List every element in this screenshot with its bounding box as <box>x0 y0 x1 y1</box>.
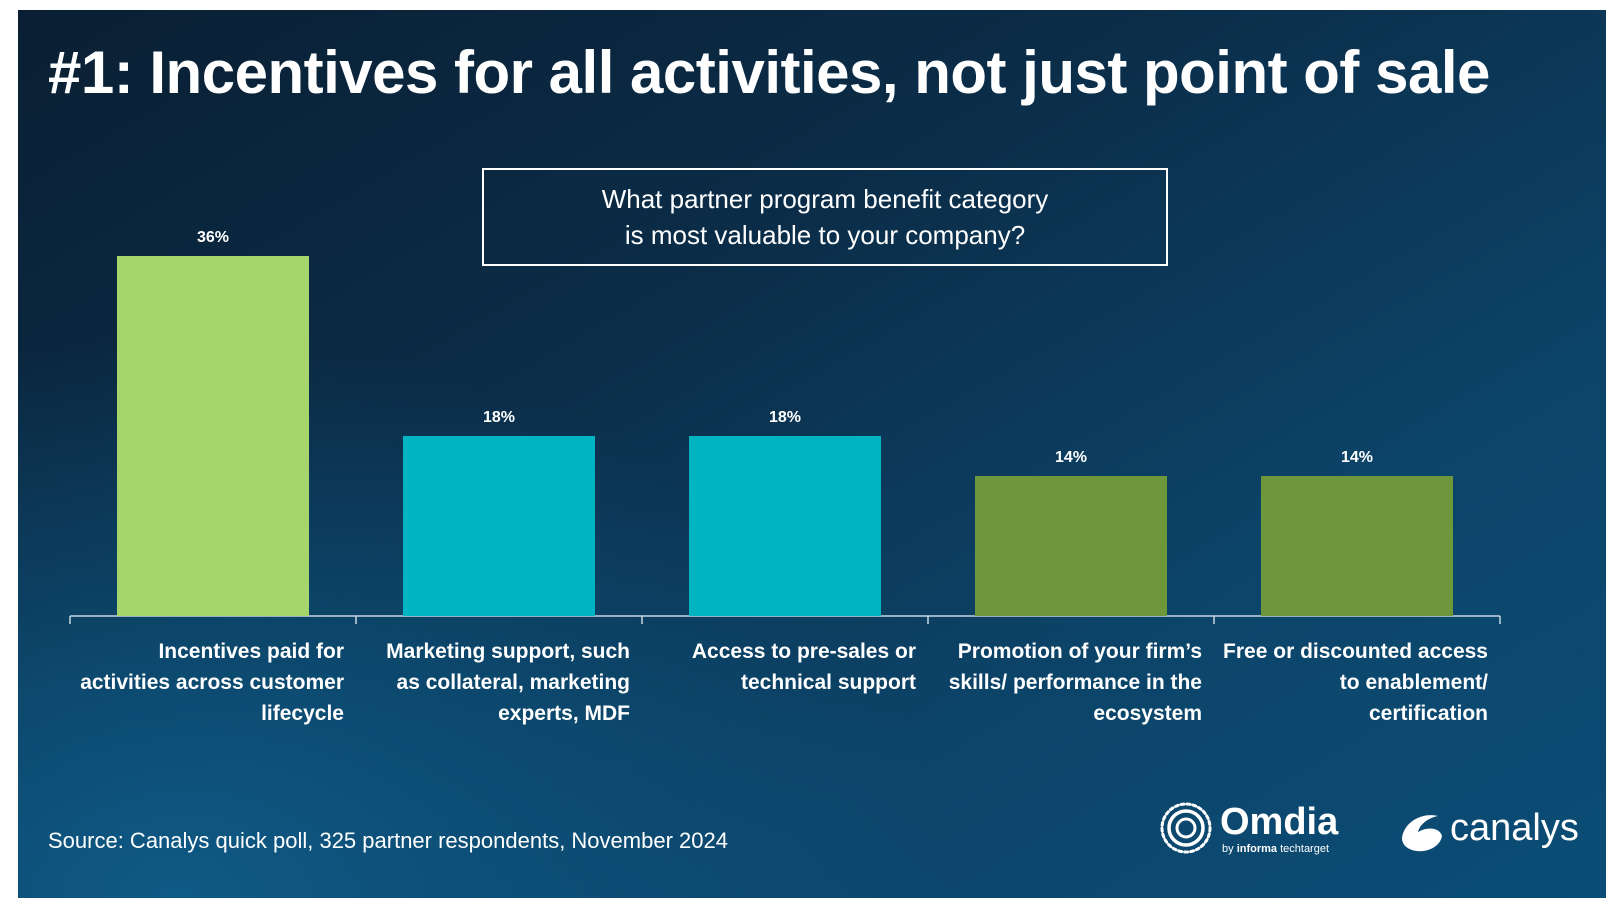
svg-text:by informa techtar: by informa techtarget <box>1222 843 1329 855</box>
bar <box>689 436 881 616</box>
category-label: Free or discounted access to enablement/c… <box>1223 640 1488 725</box>
category-label: Access to pre-sales or technical support <box>692 640 916 694</box>
omdia-logo: Omdia by informa techtarget <box>1160 801 1339 855</box>
bar-chart: 36% Incentives paid for activities across … <box>69 229 1501 725</box>
source-note: Source: Canalys quick poll, 325 partner … <box>48 828 728 853</box>
bar-data-label: 36% <box>197 229 229 246</box>
category-label: Promotion of your firm’s skills/ performa… <box>949 640 1202 725</box>
canalys-wordmark: canalys <box>1450 807 1579 849</box>
bar <box>975 476 1167 616</box>
page-title: #1: Incentives for all activities, not j… <box>48 39 1490 106</box>
slide: #1: Incentives for all activities, not j… <box>18 10 1606 898</box>
survey-question-line-1: What partner program benefit category <box>601 184 1049 214</box>
bar <box>1261 476 1453 616</box>
survey-question-box: What partner program benefit category is… <box>482 168 1168 266</box>
bar <box>403 436 595 616</box>
canalys-logo: canalys <box>1402 807 1579 852</box>
omdia-wordmark: Omdia <box>1220 801 1339 843</box>
category-label: Marketing support, such as collateral, ma… <box>386 640 630 725</box>
bar-data-label: 18% <box>483 409 515 426</box>
bar-data-label: 14% <box>1341 449 1373 466</box>
bar <box>117 256 309 616</box>
bar-data-label: 18% <box>769 409 801 426</box>
survey-question-line-2: is most valuable to your company? <box>624 220 1026 250</box>
category-label: Incentives paid for activities across cus… <box>80 640 344 725</box>
bar-data-label: 14% <box>1055 449 1087 466</box>
